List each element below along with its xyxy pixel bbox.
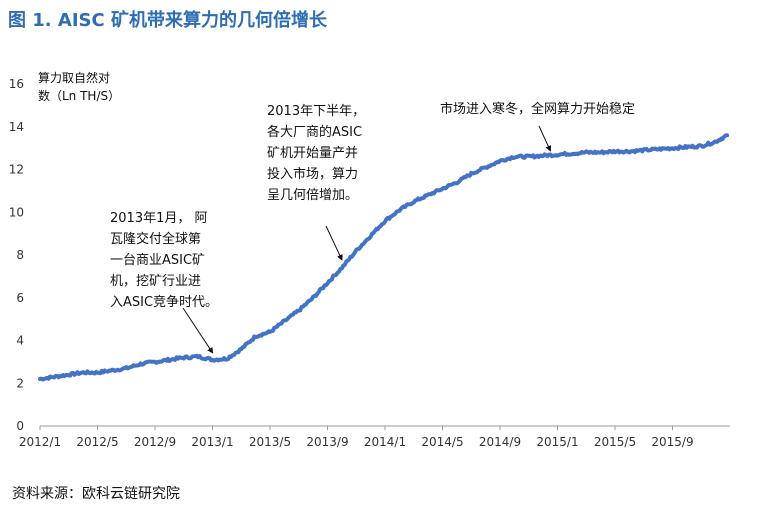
annotations: 2013年1月， 阿瓦隆交付全球第一台商业ASIC矿机，挖矿行业进入ASIC竞争… xyxy=(110,101,635,354)
y-tick-label: 0 xyxy=(16,419,24,433)
x-tick-label: 2014/9 xyxy=(479,435,521,449)
y-axis-label-line: 数（Ln TH/S） xyxy=(38,88,120,103)
annotation-text: 2013年下半年， xyxy=(267,104,365,119)
y-tick-label: 16 xyxy=(9,77,24,91)
x-tick-label: 2013/1 xyxy=(191,435,233,449)
y-tick-label: 12 xyxy=(9,163,24,177)
annotation-text: 瓦隆交付全球第 xyxy=(110,231,201,247)
annotation-text: 市场进入寒冬，全网算力开始稳定 xyxy=(440,101,635,117)
annotation-arrow xyxy=(182,307,214,354)
x-tick-label: 2014/1 xyxy=(364,435,406,449)
y-tick-label: 14 xyxy=(9,120,24,134)
x-tick-label: 2012/1 xyxy=(19,435,61,449)
x-tick-label: 2014/5 xyxy=(421,435,463,449)
annotation-text: 各大厂商的ASIC xyxy=(267,124,362,140)
annotation-text: 入ASIC竞争时代。 xyxy=(110,294,218,310)
y-axis-label: 算力取自然对 数（Ln TH/S） xyxy=(38,70,120,103)
x-tick-label: 2013/5 xyxy=(249,435,291,449)
x-tick-label: 2015/1 xyxy=(536,435,578,449)
y-tick-label: 2 xyxy=(16,376,24,390)
annotation-text: 矿机开始量产并 xyxy=(267,146,358,161)
y-tick-label: 6 xyxy=(16,291,24,305)
figure-title: 图 1. AISC 矿机带来算力的几何倍增长 xyxy=(8,10,327,31)
x-tick-label: 2012/5 xyxy=(76,435,118,449)
annotation-text: 投入市场，算力 xyxy=(267,166,358,182)
y-ticks: 0 2 4 6 8 10 12 14 16 xyxy=(9,77,24,433)
y-axis-label-line: 算力取自然对 xyxy=(38,70,110,85)
annotation-text: 机，挖矿行业进 xyxy=(110,274,201,289)
x-tick-label: 2012/9 xyxy=(134,435,176,449)
y-tick-label: 10 xyxy=(9,205,24,219)
source-note: 资料来源：欧科云链研究院 xyxy=(12,486,180,502)
y-tick-label: 4 xyxy=(16,334,24,348)
x-tick-label: 2013/9 xyxy=(306,435,348,449)
annotation-text: 一台商业ASIC矿 xyxy=(110,253,205,268)
annotation-arrow xyxy=(325,225,343,261)
x-tick-label: 2015/9 xyxy=(651,435,693,449)
x-ticks: 2012/1 2012/5 2012/9 2013/1 2013/5 2013/9 2014… xyxy=(19,426,694,449)
annotation-arrow xyxy=(538,125,552,152)
y-tick-label: 8 xyxy=(16,248,24,262)
annotation-text: 2013年1月， 阿 xyxy=(110,211,208,226)
hashrate-line xyxy=(38,133,730,382)
x-tick-label: 2015/5 xyxy=(594,435,636,449)
annotation-text: 呈几何倍增加。 xyxy=(267,187,358,203)
